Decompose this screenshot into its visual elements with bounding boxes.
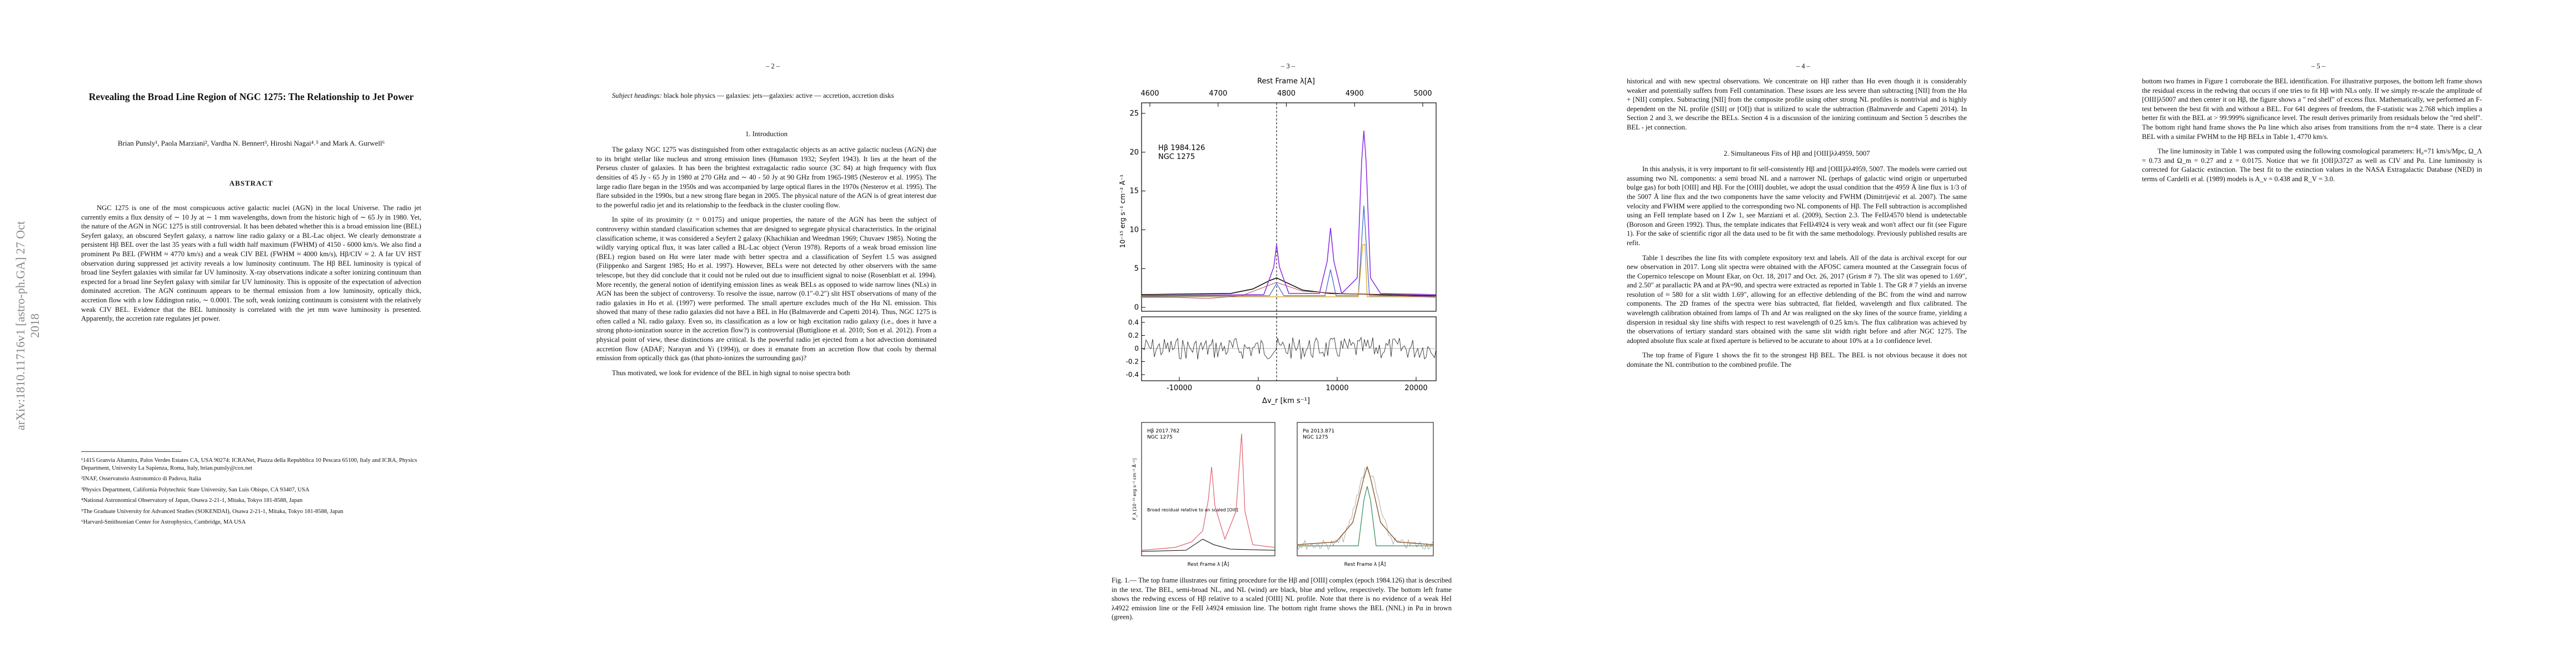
tick-label: 20 bbox=[1129, 148, 1139, 157]
footnote: ³Physics Department, California Polytech… bbox=[81, 486, 310, 493]
panel-note: Broad residual relative to an scaled [OI… bbox=[1147, 507, 1238, 512]
tick-label: 10 bbox=[1129, 226, 1139, 234]
page-2-text: Subject headings: black hole physics — g… bbox=[596, 91, 936, 381]
tick-label: 4600 bbox=[1140, 89, 1159, 98]
tick-label: 0 bbox=[1134, 303, 1139, 312]
panel-frame bbox=[1141, 102, 1437, 312]
paragraph: In spite of its proximity (z = 0.0175) a… bbox=[596, 216, 936, 362]
page-number: – 3 – bbox=[1280, 62, 1296, 70]
panel-label: Hβ 2017.762 bbox=[1147, 429, 1179, 434]
tick-label: 0.2 bbox=[1128, 332, 1139, 340]
spectrum-curve bbox=[1297, 467, 1434, 551]
panel-label: NGC 1275 bbox=[1147, 435, 1173, 440]
paragraph: Thus motivated, we look for evidence of … bbox=[612, 369, 850, 377]
figure-1: Rest Frame λ[Å] 4600 4700 4800 4900 5000 10⁻… bbox=[1119, 78, 1437, 568]
axis-label: Δv_r [km s⁻¹] bbox=[1262, 397, 1310, 405]
page-5-text: bottom two frames in Figure 1 corroborat… bbox=[2142, 77, 2482, 187]
axis-label: F_λ [10⁻¹⁵ erg s⁻¹ cm⁻² Å⁻¹] bbox=[1131, 459, 1137, 520]
paragraph: The line luminosity in Table 1 was compu… bbox=[2142, 147, 2482, 183]
page-number: – 2 – bbox=[765, 62, 780, 70]
tick-label: 20000 bbox=[1404, 384, 1427, 392]
section-heading: 1. Introduction bbox=[745, 130, 788, 138]
tick-label: 0 bbox=[1256, 384, 1260, 392]
footnote: ⁵The Graduate University for Advanced St… bbox=[81, 508, 343, 515]
subject-headings-text: black hole physics — galaxies: jets—gala… bbox=[664, 92, 894, 99]
arxiv-stamp: arXiv:1810.11716v1 [astro-ph.GA] 27 Oct … bbox=[13, 221, 42, 431]
footnote: ⁶Harvard-Smithsonian Center for Astrophy… bbox=[81, 519, 246, 525]
panel-label: NGC 1275 bbox=[1303, 435, 1328, 440]
page-5: – 5 – bottom two frames in Figure 1 corr… bbox=[2061, 0, 2576, 667]
abstract-text: NGC 1275 is one of the most conspicuous … bbox=[81, 204, 421, 323]
annotation: Hβ 1984.126 bbox=[1158, 144, 1205, 152]
footnote: ²INAF, Osservatorio Astronomico di Padov… bbox=[81, 476, 201, 482]
tick-label: 4800 bbox=[1277, 89, 1296, 98]
abstract: NGC 1275 is one of the most conspicuous … bbox=[81, 203, 421, 327]
page-4: – 4 – historical and with new spectral o… bbox=[1546, 0, 2061, 667]
paragraph: In this analysis, it is very important t… bbox=[1627, 165, 1967, 247]
spectrum-curve bbox=[1141, 433, 1275, 551]
page-1: arXiv:1810.11716v1 [astro-ph.GA] 27 Oct … bbox=[0, 0, 515, 667]
tick-label: 4900 bbox=[1346, 89, 1364, 98]
footnote: ¹1415 Granvia Altamira, Palos Verdes Est… bbox=[81, 457, 417, 471]
tick-label: 4700 bbox=[1209, 89, 1227, 98]
paragraph: bottom two frames in Figure 1 corroborat… bbox=[2142, 77, 2482, 141]
tick-label: 0 bbox=[1134, 345, 1139, 352]
caption-text: Fig. 1.— The top frame illustrates our f… bbox=[1112, 576, 1452, 621]
axis-label: Rest Frame λ [Å] bbox=[1188, 561, 1229, 568]
footnote: ⁴National Astronomical Observatory of Ja… bbox=[81, 497, 303, 504]
subject-headings-label: Subject headings: bbox=[612, 92, 662, 99]
footnotes: ¹1415 Granvia Altamira, Palos Verdes Est… bbox=[81, 457, 421, 530]
paper-title: Revealing the Broad Line Region of NGC 1… bbox=[88, 91, 414, 102]
tick-label: 15 bbox=[1129, 187, 1139, 196]
paragraph: historical and with new spectral observa… bbox=[1627, 77, 1967, 131]
panel-frame bbox=[1297, 422, 1434, 556]
bel-fit bbox=[1297, 465, 1434, 545]
residuals bbox=[1141, 336, 1437, 360]
annotation: NGC 1275 bbox=[1158, 153, 1195, 161]
tick-label: 5 bbox=[1134, 265, 1139, 273]
panel-label: Pα 2013.871 bbox=[1303, 429, 1334, 434]
paragraph: The galaxy NGC 1275 was distinguished fr… bbox=[596, 146, 936, 209]
spectrum-fit bbox=[1141, 130, 1437, 296]
authors: Brian Punsly¹, Paola Marziani², Vardha N… bbox=[117, 139, 385, 147]
page-2: – 2 – Subject headings: black hole physi… bbox=[515, 0, 1030, 667]
wind-nl bbox=[1142, 244, 1436, 297]
nl-fit bbox=[1297, 486, 1433, 546]
subject-headings: Subject headings: black hole physics — g… bbox=[596, 91, 936, 101]
axis-label: Rest Frame λ [Å] bbox=[1344, 561, 1386, 568]
panel-frame bbox=[1141, 422, 1275, 556]
paragraph: The top frame of Figure 1 shows the fit … bbox=[1627, 351, 1967, 369]
page-number: – 4 – bbox=[1796, 62, 1811, 70]
residual-curve bbox=[1141, 539, 1275, 552]
tick-label: -0.2 bbox=[1126, 358, 1139, 366]
tick-label: 10000 bbox=[1326, 384, 1348, 392]
tick-label: 0.4 bbox=[1128, 318, 1139, 326]
axis-label: Rest Frame λ[Å] bbox=[1257, 78, 1315, 86]
abstract-heading: ABSTRACT bbox=[229, 179, 273, 187]
tick-label: -10000 bbox=[1167, 384, 1192, 392]
tick-label: 25 bbox=[1129, 109, 1139, 118]
paragraph: Table 1 describes the line fits with com… bbox=[1627, 253, 1967, 345]
axis-label: 10⁻¹⁵ erg s⁻¹ cm⁻² Å⁻¹ bbox=[1119, 175, 1127, 248]
page-number: – 5 – bbox=[2311, 62, 2326, 70]
figure-caption: Fig. 1.— The top frame illustrates our f… bbox=[1112, 576, 1452, 625]
semi-broad-nl bbox=[1141, 205, 1437, 297]
continuum bbox=[1142, 282, 1437, 299]
tick-label: -0.4 bbox=[1126, 371, 1139, 379]
tick-label: 5000 bbox=[1413, 89, 1432, 98]
page-3: – 3 – Rest Frame λ[Å] 4600 4700 4800 4900 50… bbox=[1030, 0, 1546, 667]
footnote-rule bbox=[81, 451, 181, 452]
page-4-text: historical and with new spectral observa… bbox=[1627, 77, 1967, 373]
section-heading: 2. Simultaneous Fits of Hβ and [OIII]λλ4… bbox=[1723, 149, 1870, 157]
